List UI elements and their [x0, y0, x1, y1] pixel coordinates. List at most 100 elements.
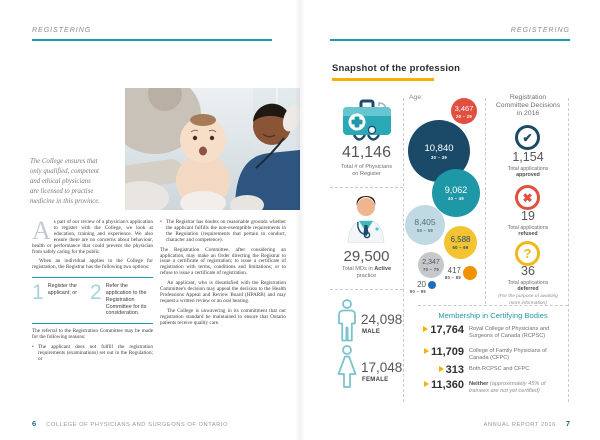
paragraph: The College is unwavering in its commitm…	[160, 307, 286, 326]
bubble-value: 9,062	[444, 185, 468, 195]
deferred-question-icon: ?	[515, 241, 540, 266]
arrow-icon	[423, 347, 429, 354]
female-label: FEMALE	[362, 377, 389, 383]
step-text: Refer the application to the Registratio…	[105, 283, 147, 317]
doctor-icon	[346, 193, 386, 248]
photo-doctor-baby	[125, 88, 300, 210]
label-text: Both RCPSC and CFPC	[469, 366, 530, 372]
membership-label: Both RCPSC and CFPC	[464, 365, 570, 373]
arrow-icon	[438, 365, 444, 372]
footer-text: COLLEGE OF PHYSICIANS AND SURGEONS OF ON…	[46, 422, 229, 428]
male-icon	[335, 299, 359, 348]
bubble-value: 20	[417, 280, 426, 289]
options-list: 1 Register the applicant; or 2 Refer the…	[32, 277, 153, 325]
divider	[330, 187, 403, 188]
body-text: s part of our review of a physician's ap…	[32, 219, 153, 255]
active-practice-caption: Total MDs in Active practice	[330, 266, 403, 280]
infographic: 41,146 Total # of Physicians on Register…	[330, 92, 578, 410]
age-label-80-89: 417 80 – 89	[430, 266, 461, 280]
caption-text: Total applications	[507, 225, 549, 231]
bubble-range: 70 – 79	[422, 266, 440, 272]
step-text: Register the applicant; or	[47, 283, 78, 297]
age-bubble-60-69: 6,588 60 – 69	[444, 226, 477, 259]
left-header-rule	[32, 39, 272, 41]
membership-value: 17,764	[418, 325, 464, 336]
approved-caption: Total applications approved	[486, 166, 570, 179]
page-number: 7	[565, 419, 570, 428]
caption-text: Total applications	[507, 166, 549, 172]
decisions-heading: Registration Committee Decisions in 2016	[495, 94, 561, 117]
caption-note: (For the purpose of awaiting more inform…	[498, 293, 558, 307]
membership-value: 313	[418, 365, 464, 376]
bubble-value: 6,588	[450, 235, 471, 244]
membership-label: College of Family Physicians of Canada (…	[464, 347, 570, 362]
caption-text: Total MDs in	[341, 266, 375, 272]
paragraph: An applicant, who is dissatisfied with t…	[160, 280, 286, 304]
age-chart-label: Age:	[409, 94, 423, 101]
bubble-value: 3,467	[454, 103, 474, 113]
approved-count: 1,154	[512, 150, 544, 164]
bubble-range: 60 – 69	[452, 245, 469, 250]
value-text: 11,709	[430, 346, 464, 358]
step-number: 2	[90, 281, 102, 305]
paragraph: The Registration Committee, after consid…	[160, 246, 286, 277]
right-running-header: REGISTERING	[510, 27, 570, 34]
right-header-rule	[330, 39, 570, 41]
medical-bag-icon	[341, 97, 393, 150]
deferred-caption: Total applications deferred (For the pur…	[486, 280, 570, 308]
physicians-on-register-value: 41,146	[342, 144, 391, 161]
bullet-item: • The applicant does not fulfill the reg…	[32, 344, 153, 363]
deferred-count: 36	[521, 264, 535, 278]
paragraph: When an individual applies to the Colleg…	[32, 258, 153, 271]
membership-row: 11,709 College of Family Physicians of C…	[418, 347, 570, 362]
bubble-range: 90 – 99	[409, 289, 426, 294]
female-count: 17,048	[361, 360, 403, 375]
age-bubble-70-79: 2,347 70 – 79	[418, 252, 444, 278]
bubble-range: 50 – 59	[416, 228, 434, 233]
left-column-2: • The Registrar has doubts on reasonable…	[160, 219, 286, 331]
footer-text: ANNUAL REPORT 2016	[483, 422, 556, 428]
caption-bold: deferred	[517, 286, 539, 293]
membership-row: 17,764 Royal College of Physicians and S…	[418, 325, 570, 340]
age-dot-80-89	[463, 266, 477, 280]
title-underline	[332, 78, 434, 81]
bullet-text: The Registrar has doubts on reasonable g…	[166, 219, 286, 243]
bubble-range: 80 – 89	[444, 275, 461, 280]
bubble-range: 20 – 29	[455, 113, 473, 119]
page-gutter	[295, 0, 305, 440]
bubble-range: 40 – 49	[447, 196, 465, 201]
age-dot-90-99	[428, 281, 436, 289]
membership-label: Royal College of Physicians and Surgeons…	[464, 325, 570, 340]
value-text: 313	[445, 364, 464, 376]
caption-bold: refused	[518, 231, 538, 238]
arrow-icon	[423, 325, 429, 332]
active-practice-value: 29,500	[343, 248, 390, 265]
divider	[330, 289, 403, 290]
age-label-90-99: 20 90 – 99	[402, 280, 426, 294]
membership-label: Neither (approximately 45% of trainees a…	[464, 380, 570, 395]
drop-cap: A	[32, 216, 51, 245]
paragraph: The referral to the Registration Committ…	[32, 328, 153, 341]
bullet-icon: •	[160, 219, 162, 225]
male-count: 24,098	[361, 312, 403, 327]
physicians-on-register-caption: Total # of Physicians on Register	[341, 164, 392, 177]
refused-x-icon: ✖	[515, 185, 540, 210]
bullet-item: • The Registrar has doubts on reasonable…	[160, 219, 286, 244]
label-bold: Neither	[469, 381, 489, 387]
divider	[403, 98, 404, 402]
membership-heading: Membership in Certifying Bodies	[438, 311, 548, 320]
value-text: 11,360	[430, 379, 464, 391]
divider	[418, 305, 568, 306]
membership-value: 11,360	[418, 380, 464, 391]
left-footer: 6 COLLEGE OF PHYSICIANS AND SURGEONS OF O…	[32, 419, 228, 428]
label-italic: (approximately 45% of trainees are not y…	[469, 381, 546, 394]
divider	[568, 98, 569, 402]
bullet-text: The applicant does not fulfill the regis…	[38, 344, 153, 362]
infographic-title: Snapshot of the profession	[332, 63, 461, 74]
page-number: 6	[32, 419, 37, 428]
caption-bold: approved	[516, 172, 540, 179]
value-text: 17,764	[430, 324, 464, 336]
